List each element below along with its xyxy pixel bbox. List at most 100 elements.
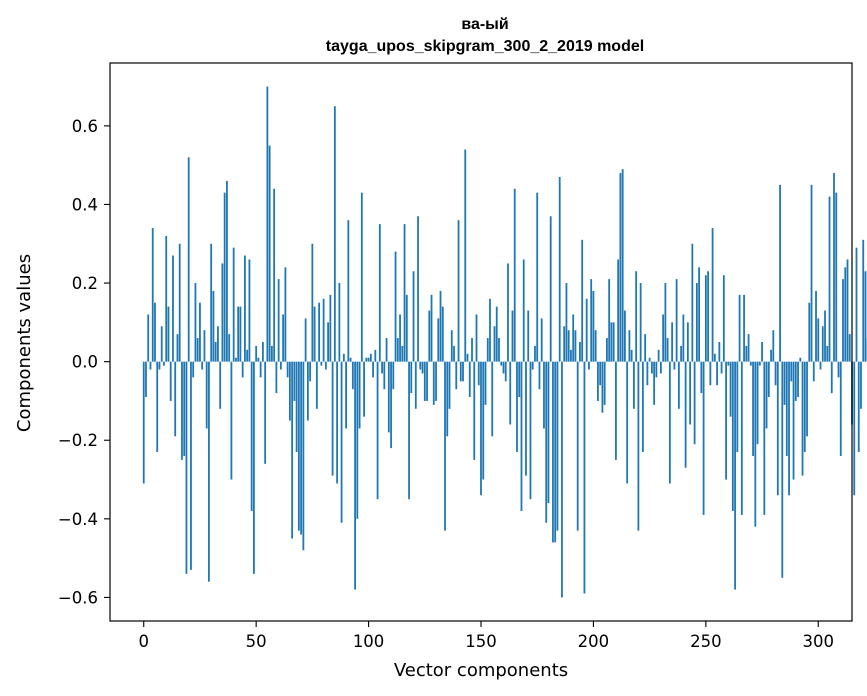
bar-293 [801, 361, 804, 476]
bar-14 [174, 361, 177, 437]
bar-162 [507, 263, 509, 362]
bar-213 [621, 169, 624, 362]
bar-199 [590, 279, 593, 362]
bar-49 [253, 361, 255, 574]
bar-206 [606, 338, 608, 362]
bar-133 [441, 306, 444, 362]
bar-197 [585, 298, 588, 362]
bar-202 [597, 361, 599, 401]
bar-233 [666, 338, 669, 362]
bar-299 [815, 290, 817, 362]
y-tick-label: 0.2 [72, 274, 98, 293]
bar-51 [257, 357, 260, 362]
bar-172 [529, 361, 532, 500]
bar-106 [381, 361, 383, 374]
bar-119 [410, 361, 413, 394]
bar-239 [680, 345, 683, 362]
bar-34 [219, 361, 222, 409]
bar-194 [579, 342, 581, 362]
bar-129 [432, 361, 435, 405]
bar-149 [477, 361, 480, 386]
bar-81 [324, 361, 327, 370]
bar-273 [756, 361, 759, 445]
bar-255 [716, 361, 718, 386]
bar-86 [336, 361, 338, 484]
bar-163 [509, 361, 512, 425]
bar-319 [860, 361, 862, 409]
bar-80 [322, 298, 325, 362]
bar-147 [473, 361, 476, 460]
bar-67 [293, 361, 296, 401]
bar-261 [729, 361, 732, 417]
bar-31 [212, 290, 215, 362]
x-tick-label: 100 [353, 632, 385, 651]
bar-70 [300, 361, 303, 535]
bar-53 [262, 342, 264, 362]
y-tick-label: −0.4 [58, 510, 98, 529]
bar-9 [163, 361, 165, 366]
bar-91 [347, 220, 350, 362]
bar-62 [282, 314, 285, 362]
bar-288 [790, 361, 793, 382]
bar-56 [268, 145, 271, 362]
bar-71 [302, 361, 305, 551]
bar-267 [743, 294, 745, 362]
bar-198 [588, 361, 590, 370]
bar-16 [178, 243, 181, 362]
bar-140 [457, 220, 460, 362]
bar-99 [365, 357, 368, 362]
bar-57 [270, 345, 273, 362]
bar-189 [567, 330, 570, 362]
bar-294 [803, 361, 806, 453]
chart-title-line1: ва-ый [461, 16, 508, 33]
bar-148 [475, 314, 478, 362]
bar-173 [531, 361, 534, 370]
bar-283 [779, 184, 781, 362]
bar-218 [633, 361, 635, 409]
bar-235 [671, 322, 674, 362]
bar-69 [297, 361, 300, 531]
bar-280 [772, 330, 775, 362]
bar-175 [536, 192, 539, 362]
bar-231 [662, 314, 665, 362]
bar-151 [482, 361, 485, 480]
bar-164 [511, 310, 514, 362]
bar-243 [689, 361, 692, 425]
bar-196 [583, 361, 586, 594]
bar-314 [848, 334, 851, 362]
bar-132 [439, 290, 442, 362]
bar-216 [628, 330, 631, 362]
bar-130 [435, 361, 437, 401]
bar-179 [545, 361, 548, 523]
bar-72 [304, 318, 307, 362]
bar-76 [313, 306, 316, 362]
bar-192 [574, 330, 577, 362]
bar-291 [797, 361, 799, 398]
bar-159 [500, 361, 503, 366]
bar-237 [675, 279, 678, 362]
bar-309 [837, 361, 840, 378]
bar-250 [704, 275, 707, 362]
bar-321 [864, 271, 867, 362]
bar-2 [147, 314, 150, 362]
bar-274 [758, 361, 761, 366]
bar-124 [421, 361, 424, 374]
bar-117 [405, 294, 408, 362]
bar-247 [698, 267, 700, 362]
bar-289 [792, 361, 795, 480]
bar-160 [502, 361, 505, 374]
y-tick-label: −0.6 [58, 588, 98, 607]
bar-312 [844, 267, 847, 362]
bar-92 [349, 357, 352, 362]
bar-22 [192, 361, 195, 378]
bar-259 [725, 361, 727, 480]
bar-141 [459, 361, 462, 382]
bar-221 [639, 283, 642, 362]
bar-295 [806, 361, 808, 437]
y-tick-label: −0.2 [58, 431, 98, 450]
bar-297 [810, 184, 813, 362]
y-tick-label: 0.0 [72, 353, 98, 372]
bar-284 [781, 361, 784, 578]
bar-68 [295, 361, 298, 453]
bar-126 [426, 361, 428, 401]
